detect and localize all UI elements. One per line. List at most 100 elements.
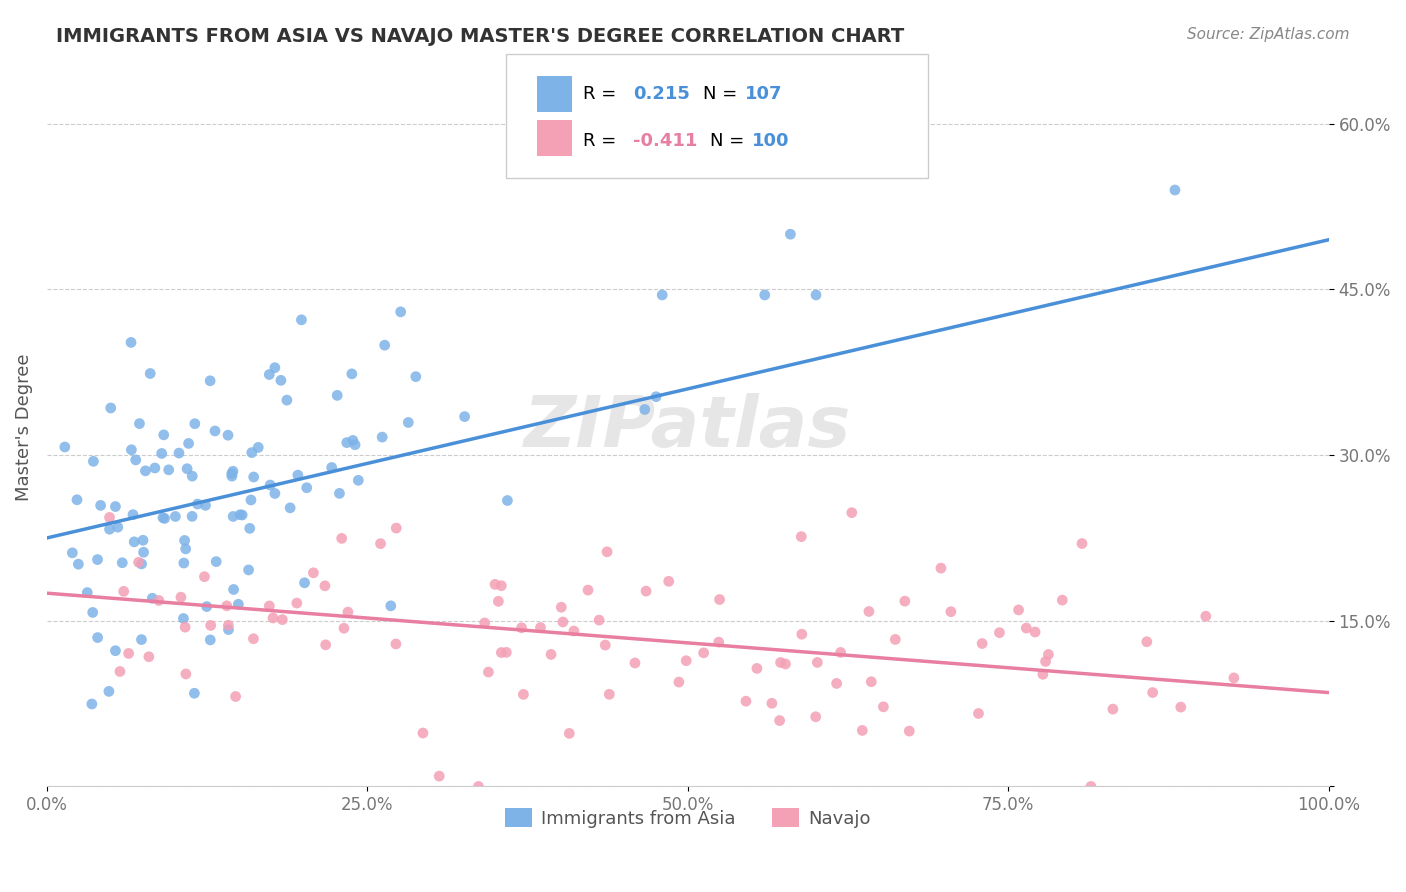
Point [231,508,253,522]
Point [270,373,292,387]
Point [120,442,142,457]
Point [294,575,316,590]
Point [624,656,647,670]
Point [806,656,828,670]
Point [769,656,792,670]
Point [645,390,668,404]
Point [741,161,763,175]
Point [658,574,681,589]
Point [972,636,994,650]
Point [1024,625,1046,640]
Point [170,590,193,604]
Point [263,360,285,375]
Point [484,577,506,591]
Text: N =: N = [710,132,749,150]
Point [860,674,883,689]
Point [108,665,131,679]
Point [86,552,108,566]
Point [104,500,127,514]
Point [173,556,195,570]
Point [104,644,127,658]
Point [988,625,1011,640]
Point [790,627,813,641]
Point [761,696,783,710]
Point [222,464,245,478]
Point [336,605,359,619]
Point [152,510,174,524]
Point [636,584,658,599]
Point [551,615,574,629]
Point [271,613,294,627]
Point [491,646,513,660]
Point [198,374,221,388]
Point [347,473,370,487]
Point [141,591,163,606]
Point [172,611,194,625]
Point [290,313,312,327]
Point [128,555,150,569]
Point [841,506,863,520]
Point [1195,609,1218,624]
Point [285,596,308,610]
Text: ZIPatlas: ZIPatlas [524,393,852,462]
Point [929,561,952,575]
Point [1223,671,1246,685]
Point [385,637,408,651]
Point [153,511,176,525]
Point [692,646,714,660]
Text: R =: R = [583,85,623,103]
Point [474,615,496,630]
Point [125,453,148,467]
Text: 0.215: 0.215 [633,85,689,103]
Point [321,460,343,475]
Point [540,648,562,662]
Point [496,493,519,508]
Point [240,445,263,459]
Point [165,509,187,524]
Point [66,492,89,507]
Point [495,645,517,659]
Point [176,461,198,475]
Point [239,521,262,535]
Point [851,723,873,738]
Point [340,367,363,381]
Point [111,556,134,570]
Point [1164,183,1187,197]
Text: R =: R = [583,132,623,150]
Point [259,368,281,382]
Point [1007,603,1029,617]
Point [139,367,162,381]
Point [668,675,690,690]
Point [1170,700,1192,714]
Point [242,470,264,484]
Point [576,583,599,598]
Point [529,620,551,634]
Point [405,369,427,384]
Point [315,638,337,652]
Point [1080,780,1102,794]
Point [939,605,962,619]
Point [82,454,104,468]
Point [562,624,585,638]
Text: -0.411: -0.411 [633,132,697,150]
Point [396,416,419,430]
Point [374,338,396,352]
Point [120,335,142,350]
Point [82,606,104,620]
Point [174,620,197,634]
Point [143,461,166,475]
Point [314,579,336,593]
Point [830,645,852,659]
Point [453,409,475,424]
Point [1136,634,1159,648]
Point [259,599,281,613]
Point [1052,593,1074,607]
Point [138,649,160,664]
Point [598,687,620,701]
Point [134,464,156,478]
Point [558,726,581,740]
Point [467,780,489,794]
Point [218,623,240,637]
Point [287,468,309,483]
Point [651,288,673,302]
